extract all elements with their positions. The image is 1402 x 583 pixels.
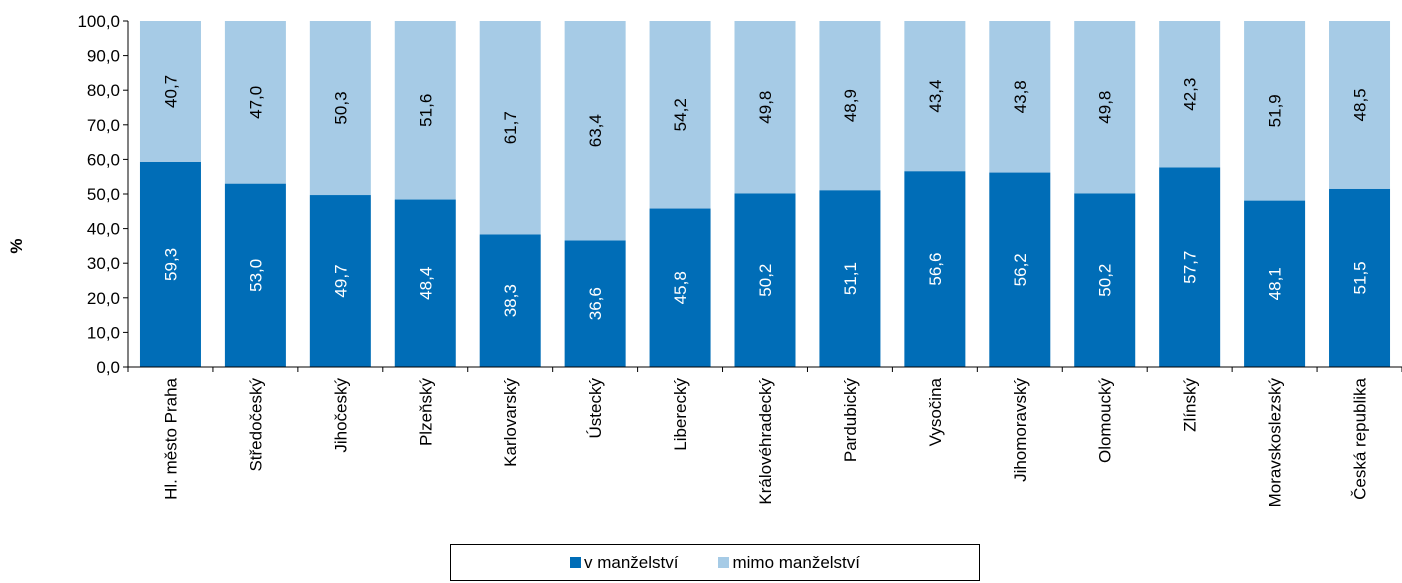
legend-label-unmarried: mimo manželství: [732, 552, 860, 572]
data-label: 54,2: [671, 98, 690, 131]
bar-segment-married: [394, 199, 456, 367]
data-label: 51,6: [416, 94, 435, 127]
data-label: 61,7: [501, 111, 520, 144]
x-tick-label: Plzeňský: [416, 378, 435, 447]
legend-item-married: v manželství: [569, 552, 679, 573]
bar-segment-unmarried: [309, 21, 371, 196]
bar-segment-married: [1244, 200, 1306, 367]
data-label: 47,0: [246, 86, 265, 119]
data-label: 49,7: [331, 264, 350, 297]
x-tick-label: Moravskoslezský: [1266, 378, 1285, 508]
data-label: 51,5: [1351, 261, 1370, 294]
legend-swatch-married: [569, 557, 581, 568]
bar-segment-unmarried: [904, 21, 966, 172]
data-label: 50,3: [331, 91, 350, 124]
legend-label-married: v manželství: [583, 552, 679, 572]
data-label: 48,5: [1351, 88, 1370, 121]
data-label: 45,8: [671, 271, 690, 304]
data-label: 42,3: [1181, 78, 1200, 111]
y-tick-label: 30,0: [87, 254, 120, 273]
legend: v manželství mimo manželství: [450, 544, 980, 581]
bar-segment-unmarried: [734, 21, 796, 194]
data-label: 40,7: [161, 75, 180, 108]
x-tick-label: Pardubický: [841, 378, 860, 463]
x-tick-label: Karlovarský: [501, 378, 520, 467]
y-tick-label: 0,0: [96, 358, 120, 377]
data-label: 36,6: [586, 287, 605, 320]
data-label: 51,9: [1266, 94, 1285, 127]
y-tick-label: 40,0: [87, 220, 120, 239]
bar-segment-married: [904, 171, 966, 367]
data-label: 48,4: [416, 267, 435, 300]
data-label: 48,1: [1266, 267, 1285, 300]
data-label: 56,6: [926, 253, 945, 286]
bar-segment-unmarried: [819, 21, 881, 191]
bar-segment-unmarried: [989, 21, 1051, 173]
bar-segment-married: [224, 183, 286, 367]
data-label: 56,2: [1011, 253, 1030, 286]
bar-segment-married: [1159, 167, 1221, 367]
bar-segment-married: [479, 234, 541, 367]
bar-segment-married: [309, 195, 371, 367]
data-label: 48,9: [841, 89, 860, 122]
bar-segment-unmarried: [564, 21, 626, 241]
data-label: 38,3: [501, 284, 520, 317]
x-tick-label: Jihočeský: [331, 378, 350, 453]
bar-segment-unmarried: [394, 21, 456, 200]
bar-segment-unmarried: [1159, 21, 1221, 168]
data-label: 57,7: [1181, 251, 1200, 284]
legend-item-unmarried: mimo manželství: [718, 553, 860, 573]
bar-segment-unmarried: [1329, 21, 1391, 189]
bar-segment-unmarried: [1244, 21, 1306, 201]
data-label: 63,4: [586, 114, 605, 147]
x-tick-label: Olomoucký: [1096, 378, 1115, 464]
y-tick-label: 60,0: [87, 150, 120, 169]
y-tick-label: 70,0: [87, 116, 120, 135]
bar-segment-unmarried: [224, 21, 286, 184]
data-label: 53,0: [246, 259, 265, 292]
bar-segment-married: [649, 208, 711, 367]
x-tick-label: Vysočina: [926, 377, 945, 446]
x-tick-label: Jihomoravský: [1011, 378, 1030, 482]
bars-layer: 59,3 40,7 53,0 47,0 49,7 50,3 48,4 51,6 38,3 61,7…: [139, 21, 1391, 367]
x-tick-label: Zlínský: [1181, 378, 1200, 432]
bar-segment-married: [734, 193, 796, 367]
x-tick-label: Liberecký: [671, 378, 690, 451]
y-tick-label: 10,0: [87, 323, 120, 342]
y-tick-label: 90,0: [87, 47, 120, 66]
data-label: 51,1: [841, 262, 860, 295]
data-label: 49,8: [756, 91, 775, 124]
y-tick-label: 20,0: [87, 289, 120, 308]
x-tick-label: Česká republika: [1351, 377, 1370, 499]
bar-segment-unmarried: [649, 21, 711, 209]
bar-segment-married: [139, 161, 201, 367]
data-label: 43,4: [926, 80, 945, 113]
bar-segment-married: [1074, 193, 1136, 367]
data-label: 49,8: [1096, 91, 1115, 124]
axes-layer: Hl. město Praha Středočeský Jihočeský Plzeň…: [77, 12, 1402, 507]
bar-segment-unmarried: [1074, 21, 1136, 194]
y-tick-label: 100,0: [77, 12, 120, 31]
y-tick-label: 50,0: [87, 185, 120, 204]
x-tick-label: Královéhradecký: [756, 378, 775, 505]
bar-segment-married: [564, 240, 626, 367]
x-tick-label: Středočeský: [246, 378, 265, 472]
bar-segment-married: [989, 172, 1051, 367]
x-tick-label: Ústecký: [586, 378, 605, 439]
data-label: 50,2: [1096, 264, 1115, 297]
y-axis-label: %: [7, 238, 26, 253]
x-tick-label: Hl. město Praha: [161, 377, 180, 499]
bar-segment-married: [819, 190, 881, 367]
data-label: 59,3: [161, 248, 180, 281]
y-tick-label: 80,0: [87, 81, 120, 100]
data-label: 50,2: [756, 264, 775, 297]
bar-segment-unmarried: [479, 21, 541, 235]
bar-segment-married: [1329, 188, 1391, 367]
legend-swatch-unmarried: [718, 557, 730, 568]
data-label: 43,8: [1011, 80, 1030, 113]
bar-segment-unmarried: [139, 21, 201, 162]
